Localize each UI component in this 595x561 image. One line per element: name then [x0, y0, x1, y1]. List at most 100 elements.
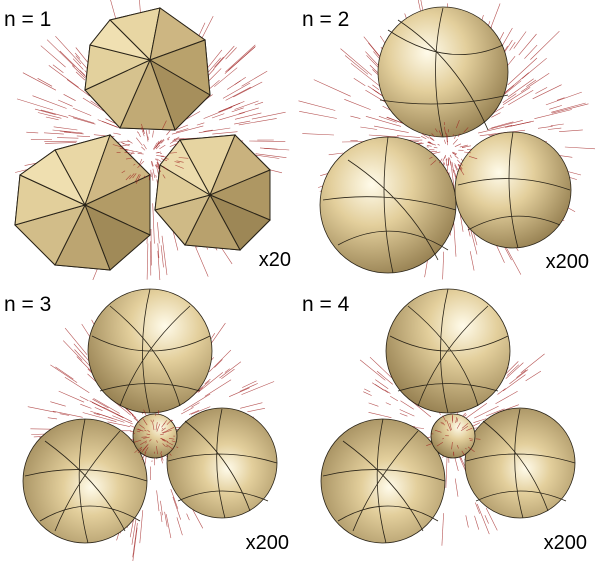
vector-spike	[159, 139, 165, 145]
icosahedron-left	[14, 134, 151, 271]
vector-spike	[350, 63, 383, 89]
vector-spike	[344, 55, 369, 75]
vector-spike	[468, 438, 473, 440]
vector-spike	[92, 398, 109, 409]
vector-spike	[156, 446, 158, 455]
scale-label: x200	[245, 532, 289, 554]
vector-spike	[485, 408, 505, 417]
vector-spike	[93, 412, 100, 416]
vector-spike	[484, 515, 489, 524]
vector-spike	[160, 457, 163, 464]
vector-spike	[46, 39, 75, 67]
vector-spike	[134, 449, 139, 453]
vector-spike	[225, 44, 256, 73]
vector-spike	[443, 139, 446, 144]
vector-spike	[433, 146, 438, 149]
vector-spike	[145, 442, 147, 444]
vector-spike	[71, 65, 86, 79]
vector-spike	[165, 158, 169, 160]
vector-spike	[121, 142, 130, 147]
spheres-n3	[22, 288, 278, 544]
vector-spike	[231, 107, 244, 113]
vector-spike	[399, 409, 415, 417]
vector-spike	[460, 457, 462, 460]
vector-spike	[198, 127, 231, 133]
vector-spike	[34, 108, 56, 115]
vector-spike	[157, 140, 160, 144]
vector-spike	[151, 161, 154, 167]
vector-spike	[421, 133, 430, 139]
vector-spike	[219, 112, 245, 121]
sphere-top	[377, 6, 509, 138]
sphere-right	[166, 407, 278, 519]
vector-spike	[507, 57, 538, 86]
vector-spike	[203, 129, 213, 132]
center-spikes-n4	[426, 414, 481, 460]
vector-spike	[166, 444, 174, 450]
vector-spike	[502, 87, 531, 106]
vector-spike	[457, 164, 463, 171]
vector-spike	[164, 511, 168, 527]
vector-spike	[152, 421, 155, 431]
vector-spike	[141, 146, 146, 151]
vector-spike	[129, 173, 135, 180]
vector-spike	[155, 175, 157, 178]
vector-spike	[163, 166, 168, 171]
panel-n3: n = 3 x200	[0, 281, 297, 561]
vector-spike	[420, 135, 427, 140]
vector-spike	[427, 142, 434, 145]
vector-spike	[366, 55, 381, 70]
vector-spike	[133, 439, 142, 443]
figure-n1	[14, 0, 290, 280]
vector-spike	[141, 123, 145, 133]
vector-spike	[160, 245, 164, 268]
vector-spike	[40, 45, 66, 68]
vector-spike	[427, 141, 436, 146]
vector-spike	[127, 139, 133, 144]
center-spikes-n1	[112, 120, 189, 184]
vector-spike	[378, 116, 397, 123]
vector-spike	[455, 417, 458, 423]
vector-spike	[162, 443, 166, 447]
vector-spike	[135, 174, 141, 184]
vector-spike	[160, 451, 162, 453]
vector-spike	[174, 161, 180, 164]
vector-spike	[225, 47, 237, 60]
vector-spike	[240, 402, 263, 409]
vector-spike	[495, 390, 518, 405]
vector-spike	[390, 395, 399, 402]
vector-spike	[59, 413, 70, 416]
vector-spike	[234, 112, 262, 120]
vector-spike	[259, 147, 290, 151]
vector-spike	[238, 118, 277, 126]
panel-n4: n = 4 x200	[298, 281, 595, 561]
vector-spike	[57, 99, 73, 107]
vector-spike	[154, 158, 158, 161]
vector-spike	[139, 446, 143, 450]
vector-spike	[186, 513, 190, 521]
vector-spike	[452, 169, 454, 173]
vector-spike	[90, 410, 113, 419]
vector-spike	[458, 163, 463, 170]
vector-spike	[150, 419, 152, 422]
vector-spike	[463, 127, 469, 133]
vector-spike	[449, 157, 452, 166]
vector-spike	[166, 136, 170, 140]
vector-spike	[160, 511, 163, 523]
vector-spike	[55, 35, 82, 65]
vector-spike	[446, 134, 448, 143]
vector-spike	[456, 159, 463, 166]
vector-spike	[155, 144, 161, 150]
vector-spike	[157, 151, 162, 154]
vector-spike	[360, 126, 378, 130]
vector-spike	[465, 447, 467, 450]
vector-spike	[474, 405, 499, 419]
vector-spike	[204, 378, 211, 385]
vector-spike	[431, 133, 436, 138]
vector-spike	[464, 151, 471, 154]
vector-spike	[375, 379, 389, 389]
vector-spike	[168, 438, 175, 440]
vector-spike	[461, 146, 466, 148]
vector-spike	[518, 33, 537, 56]
vector-spike	[151, 172, 154, 181]
